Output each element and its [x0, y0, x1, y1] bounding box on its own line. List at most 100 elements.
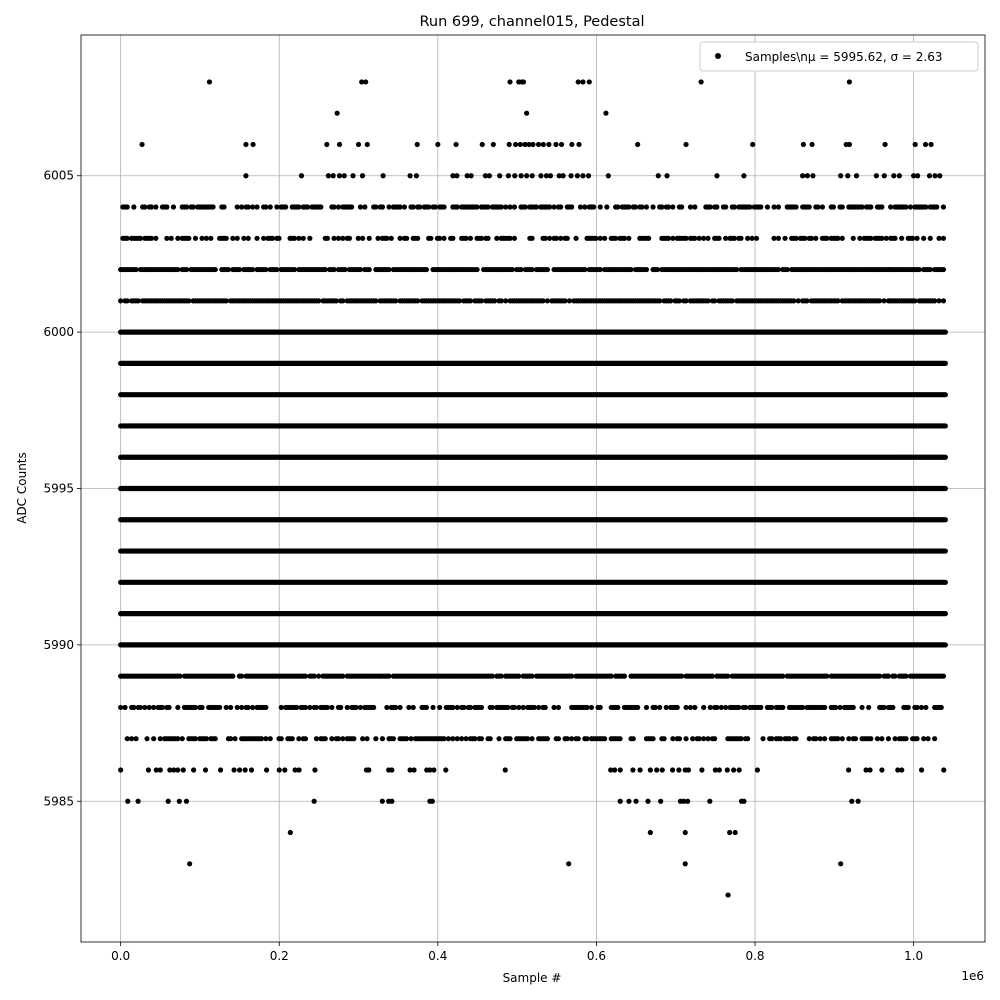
- data-point: [239, 204, 245, 210]
- x-tick-label: 0.6: [587, 949, 606, 963]
- data-point: [637, 767, 643, 773]
- data-point: [329, 704, 335, 711]
- data-point: [597, 704, 603, 711]
- data-point: [936, 298, 942, 304]
- data-point: [223, 235, 229, 241]
- data-point: [626, 204, 632, 210]
- data-point: [263, 204, 269, 210]
- x-axis-offset-text: 1e6: [961, 969, 984, 983]
- data-point: [325, 173, 332, 179]
- data-point: [863, 767, 869, 773]
- data-point: [187, 861, 193, 867]
- data-point: [355, 235, 361, 241]
- data-point: [478, 736, 485, 742]
- data-point: [390, 736, 397, 742]
- data-point: [690, 736, 696, 742]
- data-point: [685, 798, 691, 804]
- data-point: [846, 767, 852, 773]
- data-point: [489, 673, 496, 679]
- data-point: [441, 235, 447, 241]
- data-point: [171, 767, 177, 773]
- data-point: [467, 298, 474, 304]
- data-point: [474, 266, 480, 273]
- data-point: [928, 141, 934, 148]
- x-tick-label: 1.0: [904, 949, 923, 963]
- data-point: [183, 798, 190, 804]
- data-point: [342, 266, 348, 273]
- data-point: [835, 736, 841, 742]
- data-point: [696, 736, 702, 742]
- data-point: [822, 704, 828, 711]
- ticks-layer: 0.0 0.2 0.4 0.6 0.8 1.0 5985 5990 5995 6000 6005: [43, 169, 923, 963]
- data-point: [809, 141, 815, 148]
- data-point: [283, 204, 289, 210]
- data-point: [142, 704, 148, 711]
- data-point: [921, 235, 927, 241]
- data-point: [643, 704, 650, 711]
- data-point: [916, 266, 922, 273]
- data-point: [176, 798, 182, 804]
- data-point: [360, 235, 366, 241]
- data-point: [687, 204, 694, 210]
- data-point: [736, 704, 742, 711]
- data-point: [714, 173, 720, 179]
- data-point: [334, 110, 340, 116]
- data-point: [685, 767, 692, 773]
- data-point: [431, 767, 437, 773]
- data-point: [899, 235, 905, 241]
- data-point: [437, 235, 443, 241]
- data-point: [151, 736, 157, 742]
- data-point: [903, 204, 909, 210]
- data-point: [800, 173, 806, 179]
- data-point: [338, 704, 344, 711]
- data-point: [553, 235, 559, 241]
- data-point: [492, 298, 498, 304]
- data-point: [278, 736, 284, 742]
- data-point: [192, 704, 199, 711]
- data-point: [180, 767, 186, 773]
- data-point: [274, 266, 280, 273]
- data-point: [635, 704, 641, 711]
- data-point: [597, 204, 603, 210]
- data-point: [324, 141, 330, 148]
- data-point: [652, 704, 658, 711]
- data-point: [885, 736, 892, 742]
- data-point: [153, 767, 159, 773]
- data-point: [135, 298, 141, 304]
- data-point: [137, 704, 144, 711]
- data-point: [414, 141, 420, 148]
- data-point: [741, 798, 747, 804]
- data-point: [202, 767, 209, 773]
- data-point: [547, 235, 553, 241]
- data-point: [918, 704, 925, 711]
- data-point: [879, 235, 885, 241]
- data-point: [522, 204, 529, 210]
- data-point: [540, 141, 546, 148]
- data-point: [780, 704, 786, 711]
- data-point: [714, 204, 720, 210]
- data-point: [793, 235, 799, 241]
- data-point: [683, 235, 689, 241]
- data-point: [168, 235, 174, 241]
- data-point: [525, 736, 531, 742]
- data-point: [245, 235, 251, 241]
- data-point: [877, 298, 883, 304]
- data-point: [454, 173, 460, 179]
- data-point: [760, 736, 766, 742]
- data-point: [892, 673, 898, 679]
- data-point: [478, 235, 485, 241]
- data-point: [681, 798, 687, 804]
- data-point: [298, 173, 305, 179]
- data-point: [845, 173, 851, 179]
- data-point: [936, 235, 942, 241]
- data-point: [489, 704, 496, 711]
- data-point: [540, 298, 546, 304]
- data-point: [203, 235, 210, 241]
- data-point: [879, 767, 885, 773]
- data-point: [597, 266, 603, 273]
- data-point: [597, 235, 603, 241]
- data-point: [669, 767, 676, 773]
- data-point: [724, 767, 730, 773]
- data-point: [630, 767, 636, 773]
